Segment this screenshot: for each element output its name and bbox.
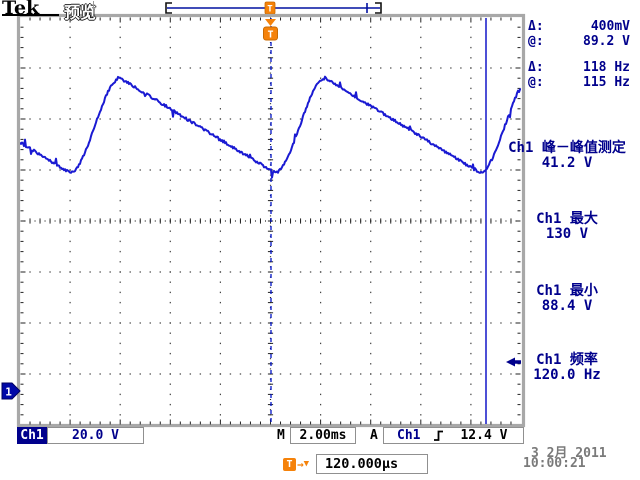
delay-arrow-icon: → bbox=[297, 458, 304, 471]
acquisition-mode-label: 预览 bbox=[64, 3, 97, 22]
measurement-value: 41.2 V bbox=[541, 155, 593, 171]
trigger-position-marker[interactable]: T bbox=[263, 19, 278, 41]
delay-trigger-icon: T bbox=[283, 458, 296, 471]
measurement-value: 88.4 V bbox=[541, 298, 593, 314]
delay-marker-group: T → ▼ bbox=[283, 458, 309, 471]
delay-triangle-icon: ▼ bbox=[303, 459, 310, 469]
measurement-channel: Ch1 bbox=[536, 211, 562, 227]
time-label: 10:00:21 bbox=[523, 456, 586, 471]
rising-slope-icon bbox=[434, 430, 444, 441]
delta-label: Δ: bbox=[528, 60, 544, 75]
trigger-readout: Ch1 12.4 V bbox=[383, 427, 524, 444]
delta-voltage-row: Δ: 400mV bbox=[528, 19, 630, 34]
main-timebase-label: M bbox=[277, 428, 285, 443]
measurement-name: 最大 bbox=[569, 211, 598, 227]
delta-frequency-value: 118 Hz bbox=[583, 60, 630, 75]
measurement-value: 120.0 Hz bbox=[533, 367, 601, 383]
record-trigger-letter: T bbox=[267, 5, 273, 15]
date-label: 3 2月 2011 bbox=[531, 446, 607, 461]
at-frequency-row: @: 115 Hz bbox=[528, 75, 630, 90]
header-separator bbox=[93, 1, 94, 14]
ch1-ground-marker-number: 1 bbox=[5, 386, 12, 399]
ch1-waveform-trace bbox=[20, 75, 521, 179]
delta-frequency-row: Δ: 118 Hz bbox=[528, 60, 630, 75]
tek-logo-underline bbox=[2, 14, 59, 16]
trigger-level-arrow[interactable] bbox=[506, 357, 521, 367]
ch1-ground-marker[interactable]: 1 bbox=[1, 382, 21, 400]
tek-logo: Tek bbox=[2, 0, 40, 19]
timebase-readout: 2.00ms bbox=[290, 427, 356, 444]
a-trigger-label: A bbox=[370, 428, 378, 443]
measurement-name: 频率 bbox=[569, 352, 598, 368]
trigger-level-value: 12.4 V bbox=[460, 428, 508, 443]
measurement-min: Ch1 最小 88.4 V bbox=[494, 284, 640, 314]
at-frequency-value: 115 Hz bbox=[583, 75, 630, 90]
measurement-freq: Ch1 频率 120.0 Hz bbox=[494, 353, 640, 383]
delay-time-readout: 120.000μs bbox=[316, 454, 428, 474]
at-label: @: bbox=[528, 34, 544, 49]
record-left-bracket bbox=[165, 2, 172, 14]
record-view-bar: T bbox=[165, 1, 382, 15]
measurement-name: 峰－峰值测定 bbox=[541, 140, 626, 156]
cursor-frequency-readout: Δ: 118 Hz @: 115 Hz bbox=[528, 60, 630, 90]
at-voltage-value: 89.2 V bbox=[583, 34, 630, 49]
ch1-scale-readout: 20.0 V bbox=[47, 427, 144, 444]
measurement-max: Ch1 最大 130 V bbox=[494, 212, 640, 242]
trigger-source: Ch1 bbox=[397, 428, 421, 443]
measurement-name: 最小 bbox=[569, 283, 598, 299]
trigger-marker-letter: T bbox=[267, 30, 273, 41]
measurement-pkpk: Ch1 峰－峰值测定 41.2 V bbox=[494, 141, 640, 171]
cursor-voltage-readout: Δ: 400mV @: 89.2 V bbox=[528, 19, 630, 49]
at-label: @: bbox=[528, 75, 544, 90]
graticule-frame bbox=[16, 13, 526, 428]
graticule-grid bbox=[20, 17, 521, 425]
delta-voltage-value: 400mV bbox=[590, 19, 630, 34]
record-right-bracket bbox=[375, 2, 382, 14]
measurement-channel: Ch1 bbox=[536, 352, 562, 368]
measurement-channel: Ch1 bbox=[508, 140, 534, 156]
delta-label: Δ: bbox=[528, 19, 544, 34]
measurement-channel: Ch1 bbox=[536, 283, 562, 299]
ch1-channel-badge[interactable]: Ch1 bbox=[17, 427, 47, 444]
measurement-value: 130 V bbox=[545, 226, 589, 242]
at-voltage-row: @: 89.2 V bbox=[528, 34, 630, 49]
